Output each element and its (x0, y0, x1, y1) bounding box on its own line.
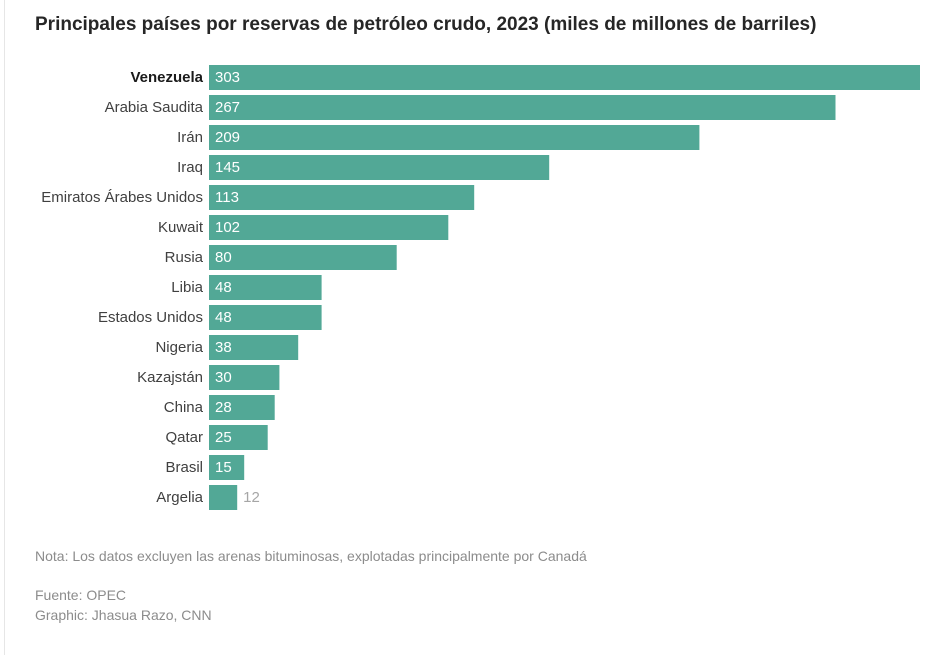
bar-6 (209, 245, 397, 270)
bar-5 (209, 215, 449, 240)
value-label-9: 38 (215, 339, 232, 356)
bar-7 (209, 275, 322, 300)
category-label-14: Argelia (156, 489, 203, 506)
bar-13 (209, 455, 245, 480)
chart-source: Fuente: OPEC (35, 587, 127, 603)
category-label-12: Qatar (165, 429, 203, 446)
category-label-13: Brasil (165, 459, 203, 476)
bar-chart: Venezuela 303 Arabia Saudita 267 Irán 209 Iraq… (41, 65, 920, 510)
category-label-5: Kuwait (158, 219, 204, 236)
value-label-7: 48 (215, 279, 232, 296)
bar-12 (209, 425, 268, 450)
category-label-11: China (164, 399, 204, 416)
category-label-10: Kazajstán (137, 369, 203, 386)
value-label-5: 102 (215, 219, 240, 236)
value-label-8: 48 (215, 309, 232, 326)
value-label-14: 12 (243, 489, 260, 506)
value-label-2: 209 (215, 129, 240, 146)
left-border (4, 0, 5, 655)
bar-1 (209, 95, 836, 120)
value-label-10: 30 (215, 369, 232, 386)
bar-14 (209, 485, 238, 510)
bar-9 (209, 335, 299, 360)
value-label-11: 28 (215, 399, 232, 416)
category-label-1: Arabia Saudita (105, 99, 204, 116)
category-label-2: Irán (177, 129, 203, 146)
value-label-6: 80 (215, 249, 232, 266)
category-label-9: Nigeria (155, 339, 203, 356)
value-label-3: 145 (215, 159, 240, 176)
category-label-4: Emiratos Árabes Unidos (41, 189, 203, 206)
bar-2 (209, 125, 700, 150)
value-label-13: 15 (215, 459, 232, 476)
bar-10 (209, 365, 280, 390)
value-label-1: 267 (215, 99, 240, 116)
category-label-6: Rusia (165, 249, 204, 266)
chart-credit: Graphic: Jhasua Razo, CNN (35, 607, 212, 623)
bar-11 (209, 395, 275, 420)
bar-3 (209, 155, 550, 180)
category-label-3: Iraq (177, 159, 203, 176)
bar-0 (209, 65, 920, 90)
bar-4 (209, 185, 475, 210)
chart-title: Principales países por reservas de petró… (35, 14, 817, 35)
category-label-0: Venezuela (130, 69, 203, 86)
category-label-8: Estados Unidos (98, 309, 203, 326)
value-label-0: 303 (215, 69, 240, 86)
value-label-4: 113 (215, 189, 239, 206)
category-label-7: Libia (171, 279, 203, 296)
bar-8 (209, 305, 322, 330)
chart-note: Nota: Los datos excluyen las arenas bitu… (35, 548, 587, 564)
value-label-12: 25 (215, 429, 232, 446)
